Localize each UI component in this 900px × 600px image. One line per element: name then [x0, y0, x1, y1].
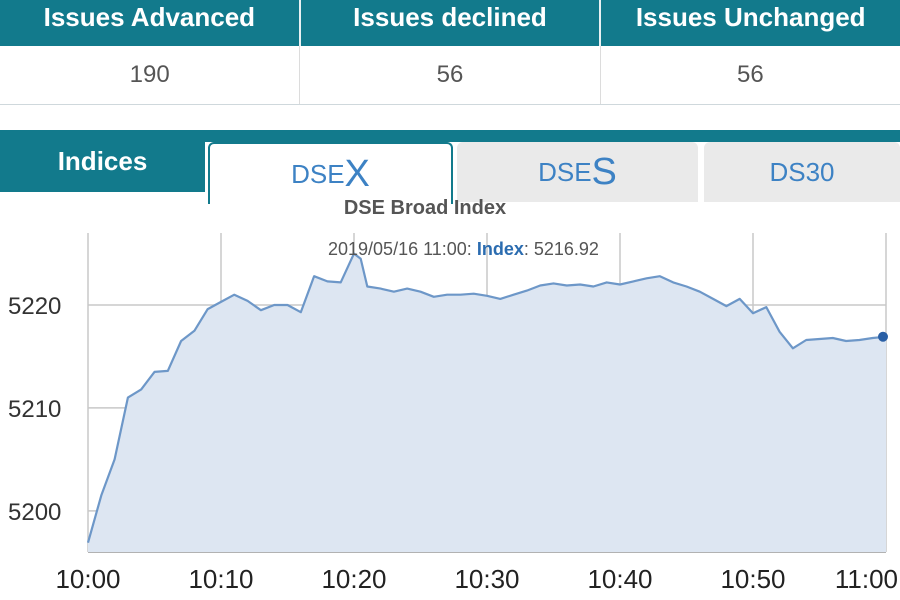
x-tick-label: 10:30 [454, 564, 519, 594]
tab-bar-background [0, 130, 900, 142]
y-tick-label: 5220 [8, 293, 61, 320]
tab-dses-prefix: DSE [538, 156, 592, 187]
series-area [88, 253, 886, 552]
x-tick-label: 10:00 [55, 564, 120, 594]
x-tick-label: 10:10 [188, 564, 253, 594]
series-line [86, 252, 887, 543]
issues-advanced-header: Issues Advanced [0, 0, 301, 46]
tooltip-timestamp: 2019/05/16 11:00: [328, 239, 472, 259]
indices-label: Indices [0, 130, 205, 192]
tooltip-value: 5216.92 [533, 239, 599, 259]
tooltip-key: Index [476, 239, 524, 259]
stats-value-row: 190 56 56 [0, 46, 900, 105]
x-tick-label: 11:00 [835, 564, 898, 594]
issues-unchanged-value: 56 [736, 61, 764, 88]
x-tick-label: 10:40 [587, 564, 652, 594]
tab-ds30-label: DS30 [769, 156, 835, 187]
tab-dsex-prefix: DSE [291, 158, 345, 189]
issues-advanced-value: 190 [0, 46, 301, 104]
y-tick-label: 5200 [8, 499, 61, 526]
tab-dses-suffix: S [591, 150, 617, 193]
market-stats-table: Issues Advanced Issues declined Issues U… [0, 0, 900, 105]
y-tick-label: 5210 [8, 396, 61, 423]
tab-dsex-suffix: X [344, 152, 370, 195]
tab-ds30[interactable]: DS30 [704, 142, 900, 202]
x-tick-label: 10:50 [720, 564, 785, 594]
stats-header-row: Issues Advanced Issues declined Issues U… [0, 0, 900, 46]
issues-declined-header: Issues declined [301, 0, 602, 46]
issues-unchanged-header: Issues Unchanged [635, 2, 866, 32]
x-tick-label: 10:20 [321, 564, 386, 594]
tab-dsex[interactable]: DSE X [208, 142, 453, 204]
index-tabs: Indices DSE X DSE S DS30 [0, 130, 900, 204]
chart-title: DSE Broad Index [343, 197, 507, 219]
issues-declined-value: 56 [300, 46, 601, 104]
chart-tooltip: 2019/05/16 11:00: Index: 5216.92 [328, 239, 599, 259]
last-point-marker [878, 331, 888, 342]
tab-dses[interactable]: DSE S [457, 142, 698, 202]
